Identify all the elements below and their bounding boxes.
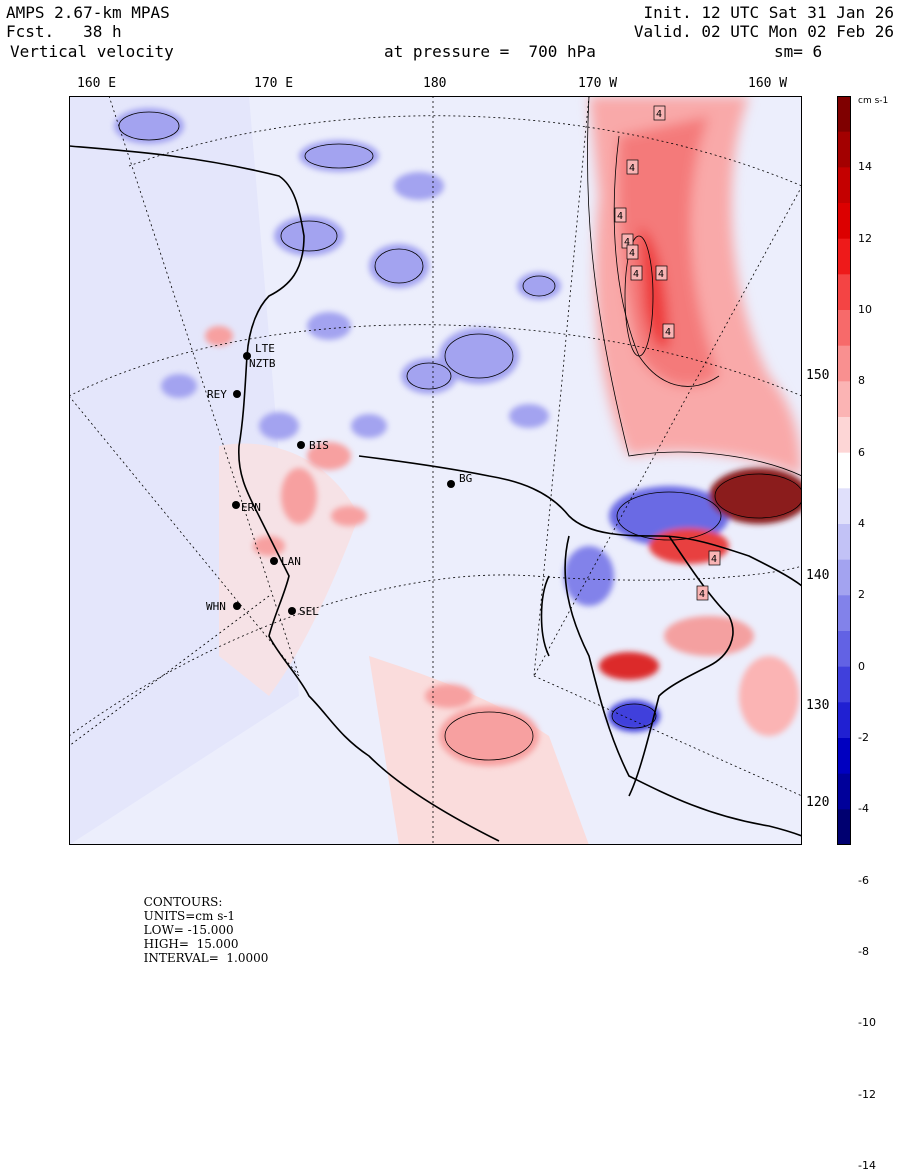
colorbar-segment [837, 238, 851, 275]
contour-label: 4 [665, 327, 671, 338]
colorbar-tick-label: 4 [858, 517, 865, 530]
colorbar-segment [837, 595, 851, 632]
colorbar-segment [837, 631, 851, 668]
init-time: Init. 12 UTC Sat 31 Jan 26 [643, 3, 894, 22]
colorbar-segment [837, 131, 851, 168]
colorbar-tick-label: 0 [858, 659, 865, 673]
colorbar-tick-label: 8 [858, 374, 865, 388]
station-rey: REY [207, 388, 241, 401]
contour-label: 4 [633, 269, 639, 280]
colorbar-units: cm s-1 [858, 96, 889, 106]
colorbar-segment [837, 452, 851, 489]
station-sel: SEL [288, 605, 319, 618]
lon-label-170e: 170 E [254, 76, 294, 91]
station-label-nztb: NZTB [249, 357, 276, 370]
station-ern: ERN [232, 501, 261, 514]
colorbar-tick-label: 6 [858, 445, 865, 459]
station-label-bg: BG [459, 472, 472, 485]
colorbar-segment [837, 381, 851, 418]
contour-label: 4 [658, 269, 664, 280]
station-label-whn: WHN [206, 600, 226, 613]
lon-label-170w: 170 W [578, 76, 618, 91]
colorbar-segment [837, 738, 851, 775]
station-whn: WHN [206, 600, 241, 613]
colorbar [837, 96, 851, 845]
colorbar-segment [837, 702, 851, 739]
contour-lines [118, 96, 802, 761]
colorbar-tick-label: -12 [858, 1087, 876, 1101]
forecast-hour: Fcst. 38 h [6, 22, 122, 41]
colorbar-segment [837, 203, 851, 240]
smoothing: sm= 6 [774, 42, 823, 61]
colorbar-tick-label: -4 [858, 802, 869, 816]
station-bg: BG [447, 472, 472, 488]
station-bis: BIS [297, 439, 329, 452]
colorbar-segment [837, 809, 851, 845]
contour-info-footer: CONTOURS: UNITS=cm s-1 LOW= -15.000 HIGH… [136, 881, 278, 965]
footer-interval: INTERVAL= 1.0000 [143, 951, 269, 965]
station-label-lan: LAN [281, 555, 301, 568]
colorbar-segment [837, 773, 851, 810]
vertical-velocity-map: LTE NZTB REY BIS BG ERN LAN WHN [69, 96, 802, 845]
colorbar-segment [837, 666, 851, 703]
colorbar-segment [837, 96, 851, 133]
colorbar-segment [837, 310, 851, 347]
colorbar-border [837, 96, 851, 845]
colorbar-segment [837, 488, 851, 525]
pressure-level: at pressure = 700 hPa [384, 42, 596, 61]
contour-label: 4 [629, 163, 635, 174]
contour-label: 4 [711, 554, 717, 565]
footer-contours: CONTOURS: [143, 895, 223, 909]
station-lte: LTE [243, 342, 275, 360]
colorbar-tick-label: -6 [858, 873, 869, 887]
lon-label-160e: 160 E [77, 76, 117, 91]
graticule [69, 96, 802, 845]
colorbar-segment [837, 274, 851, 311]
colorbar-segment [837, 345, 851, 382]
station-nztb: NZTB [249, 357, 276, 370]
colorbar-tick-label: 12 [858, 231, 872, 245]
station-markers: LTE NZTB REY BIS BG ERN LAN WHN [206, 342, 472, 618]
colorbar-tick-label: -8 [858, 945, 869, 958]
station-lan: LAN [270, 555, 301, 568]
contour-label: 4 [617, 211, 623, 222]
colorbar-tick-label: 10 [858, 303, 872, 316]
station-label-bis: BIS [309, 439, 329, 452]
lon-label-180: 180 [423, 76, 447, 91]
colorbar-tick-label: -2 [858, 731, 869, 744]
field-name: Vertical velocity [10, 42, 174, 61]
colorbar-tick-label: 2 [858, 588, 865, 602]
station-label-rey: REY [207, 388, 227, 401]
mountain-wave-region [564, 468, 802, 736]
footer-high: HIGH= 15.000 [143, 937, 239, 951]
colorbar-segment [837, 559, 851, 596]
colorbar-segment [837, 417, 851, 454]
colorbar-segment [837, 524, 851, 561]
station-label-sel: SEL [299, 605, 319, 618]
upward-motion-band [589, 96, 802, 496]
contour-label: 4 [629, 248, 635, 259]
colorbar-segment [837, 167, 851, 204]
colorbar-tick-label: -14 [858, 1159, 876, 1172]
footer-low: LOW= -15.000 [143, 923, 234, 937]
lon-label-160w: 160 W [748, 76, 788, 91]
station-label-ern: ERN [241, 501, 261, 514]
contour-label: 4 [699, 589, 705, 600]
contour-label: 4 [624, 237, 630, 248]
colorbar-tick-label: 14 [858, 160, 872, 174]
station-label-lte: LTE [255, 342, 275, 355]
model-title: AMPS 2.67-km MPAS [6, 3, 170, 22]
contour-label: 4 [656, 109, 662, 120]
map-frame [69, 96, 802, 845]
footer-units: UNITS=cm s-1 [143, 909, 236, 923]
colorbar-tick-label: -10 [858, 1016, 876, 1030]
contour-value-labels: 4 4 4 4 4 4 4 4 4 4 [614, 105, 721, 601]
valid-time: Valid. 02 UTC Mon 02 Feb 26 [633, 22, 894, 41]
